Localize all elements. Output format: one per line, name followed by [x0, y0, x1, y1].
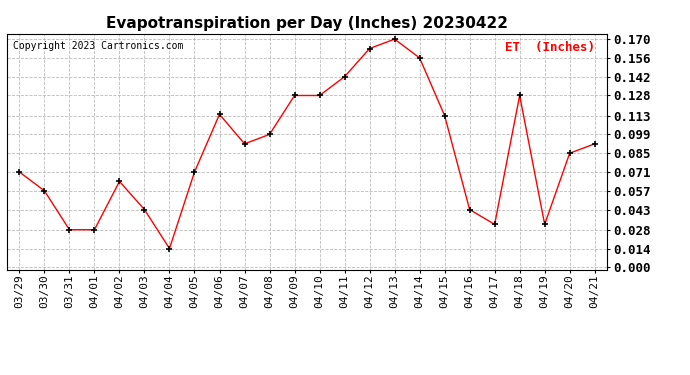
Text: Copyright 2023 Cartronics.com: Copyright 2023 Cartronics.com	[13, 41, 184, 51]
Text: ET  (Inches): ET (Inches)	[505, 41, 595, 54]
Title: Evapotranspiration per Day (Inches) 20230422: Evapotranspiration per Day (Inches) 2023…	[106, 16, 508, 31]
